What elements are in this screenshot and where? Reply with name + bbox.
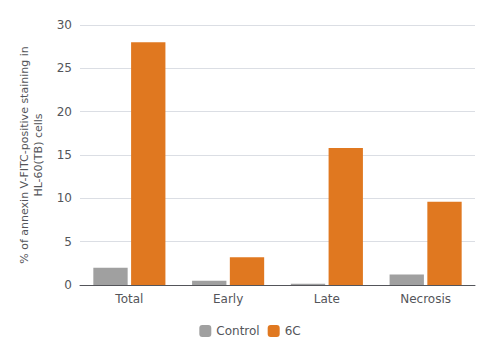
svg-text:30: 30 [57,18,72,32]
svg-text:Necrosis: Necrosis [400,292,451,306]
svg-text:Early: Early [213,292,243,306]
svg-text:20: 20 [57,105,72,119]
svg-text:% of annexin V-FITC-positive s: % of annexin V-FITC-positive staining in [18,46,31,264]
svg-text:Late: Late [314,292,340,306]
svg-text:Total: Total [114,292,143,306]
svg-text:Control: Control [216,324,259,338]
svg-text:10: 10 [57,191,72,205]
svg-text:5: 5 [64,235,72,249]
svg-text:6C: 6C [285,324,301,338]
svg-text:HL-60(TB) cells: HL-60(TB) cells [32,113,45,196]
svg-text:15: 15 [57,148,72,162]
svg-text:25: 25 [57,61,72,75]
svg-text:0: 0 [64,278,72,292]
